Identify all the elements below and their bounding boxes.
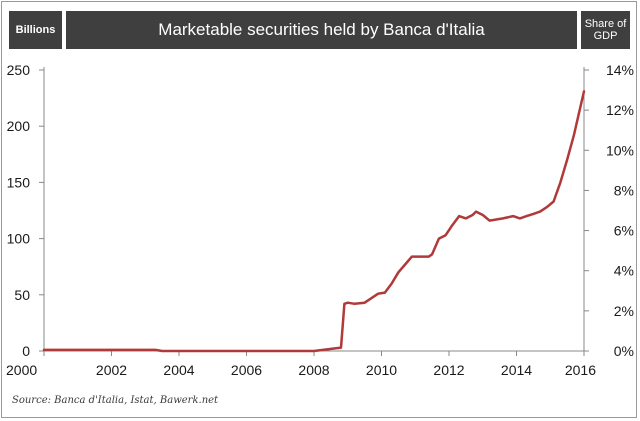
x-tick-label: 2000 [6, 362, 37, 378]
y2-axis-unit-label: Share of GDP [581, 11, 630, 49]
y2-tick-label: 8% [614, 182, 634, 198]
y-tick-label: 0 [22, 343, 30, 359]
y2-tick-label: 14% [606, 62, 634, 78]
y-tick-label: 200 [7, 118, 31, 134]
x-tick-label: 2002 [96, 362, 127, 378]
y2-tick-label: 0% [614, 343, 634, 359]
series-line [42, 90, 586, 353]
y2-tick-label: 10% [606, 142, 634, 158]
y2-tick-label: 6% [614, 223, 634, 239]
y-axis-unit-label: Billions [9, 11, 62, 49]
x-tick-label: 2008 [298, 362, 329, 378]
axes [39, 67, 589, 356]
y-tick-label: 150 [7, 174, 31, 190]
x-tick-label: 2004 [163, 362, 194, 378]
source-note: Source: Banca d'Italia, Istat, Bawerk.ne… [12, 395, 219, 406]
plot-area [42, 90, 586, 353]
y-tick-label: 50 [14, 287, 30, 303]
x-tick-label: 2006 [231, 362, 262, 378]
y2-tick-label: 4% [614, 263, 634, 279]
x-tick-label: 2014 [501, 362, 532, 378]
tick-labels: 2000 2002 2004 2006 2008 2010 2012 2014 2016 0 50 1… [6, 62, 634, 378]
x-tick-label: 2016 [565, 362, 596, 378]
y2-tick-label: 12% [606, 102, 634, 118]
x-tick-label: 2010 [366, 362, 397, 378]
y-tick-label: 100 [7, 231, 31, 247]
x-tick-label: 2012 [433, 362, 464, 378]
y-tick-label: 250 [7, 62, 31, 78]
y2-tick-label: 2% [614, 303, 634, 319]
chart-title: Marketable securities held by Banca d'It… [66, 11, 577, 49]
